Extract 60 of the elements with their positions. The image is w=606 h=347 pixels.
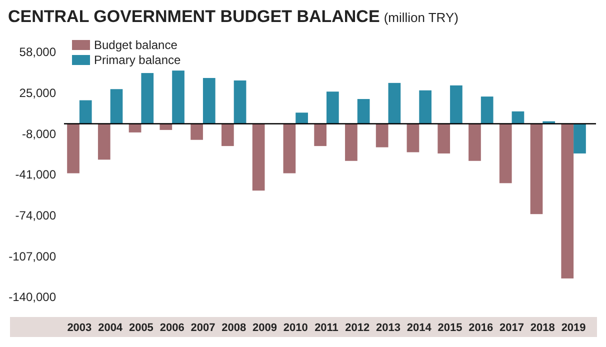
y-tick-label: -107,000 xyxy=(8,249,56,264)
bar xyxy=(67,124,80,174)
bar xyxy=(128,124,142,132)
bar xyxy=(406,124,420,152)
x-tick-label: 2014 xyxy=(406,322,432,334)
bar xyxy=(314,124,326,146)
bar xyxy=(234,80,246,124)
bar xyxy=(480,96,494,124)
bar xyxy=(141,73,154,124)
bar xyxy=(450,85,462,124)
bar xyxy=(468,124,481,161)
x-tick-label: 2018 xyxy=(530,322,555,334)
bar xyxy=(110,89,123,124)
x-tick-label: 2009 xyxy=(252,322,277,334)
bar xyxy=(326,92,339,124)
x-tick-label: 2017 xyxy=(500,322,524,334)
x-tick-label: 2003 xyxy=(67,322,92,334)
x-tick-label: 2010 xyxy=(283,322,308,334)
x-tick-label: 2007 xyxy=(190,322,216,334)
x-tick-label: 2015 xyxy=(438,322,462,334)
x-tick-label: 2006 xyxy=(160,322,184,334)
bar xyxy=(438,124,450,154)
x-tick-label: 2011 xyxy=(314,322,338,334)
bar xyxy=(160,124,172,130)
bar xyxy=(499,124,512,184)
bar xyxy=(296,112,308,124)
x-tick-label: 2012 xyxy=(345,322,370,334)
bar xyxy=(283,124,296,174)
bar xyxy=(376,124,388,148)
y-tick-label: -140,000 xyxy=(8,290,56,304)
bar xyxy=(345,124,358,161)
legend-label: Budget balance xyxy=(94,38,178,52)
x-tick-label: 2013 xyxy=(376,322,401,334)
x-tick-label: 2004 xyxy=(98,322,124,334)
x-tick-label: 2005 xyxy=(128,322,154,334)
bar xyxy=(561,124,574,278)
x-tick-label: 2008 xyxy=(222,322,246,334)
bar xyxy=(252,124,265,191)
bar xyxy=(419,90,432,124)
bar xyxy=(190,124,203,140)
bar xyxy=(530,124,543,214)
bar xyxy=(512,111,524,124)
bar xyxy=(79,100,92,124)
bar xyxy=(98,124,110,160)
bar xyxy=(357,99,370,124)
y-tick-label: -74,000 xyxy=(15,208,56,223)
x-tick-label: 2016 xyxy=(468,322,494,334)
bar xyxy=(202,78,216,124)
y-tick-label: -41,000 xyxy=(15,168,56,182)
bar xyxy=(388,82,401,124)
y-tick-label: -8,000 xyxy=(22,126,56,141)
bar xyxy=(222,124,234,146)
legend-label: Primary balance xyxy=(94,53,182,68)
bar xyxy=(574,124,586,154)
y-tick-label: 58,000 xyxy=(19,45,56,60)
bar xyxy=(172,70,184,124)
chart-subtitle: (million TRY) xyxy=(384,10,458,25)
x-tick-label: 2019 xyxy=(561,322,586,334)
chart-title: CENTRAL GOVERNMENT BUDGET BALANCE xyxy=(8,7,380,26)
y-tick-label: 25,000 xyxy=(19,86,56,100)
